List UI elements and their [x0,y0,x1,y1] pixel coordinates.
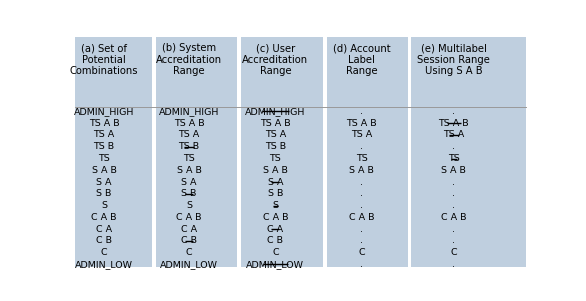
Text: TS A: TS A [351,130,372,139]
Text: ADMIN_HIGH: ADMIN_HIGH [74,107,134,116]
Text: C: C [186,248,192,257]
Text: S: S [101,201,107,210]
Text: S A B: S A B [176,166,202,175]
Text: .: . [452,201,455,210]
Text: C A B: C A B [91,213,117,222]
Text: C A B: C A B [441,213,466,222]
Text: S A B: S A B [349,166,374,175]
Text: S A: S A [181,178,197,187]
Text: ADMIN_HIGH: ADMIN_HIGH [245,107,305,116]
Text: TS: TS [98,154,110,163]
Text: TS: TS [183,154,195,163]
Text: C A: C A [96,225,112,234]
Text: C B: C B [96,236,112,245]
Text: C: C [451,248,457,257]
Text: TS A: TS A [178,130,200,139]
Text: S A B: S A B [91,166,117,175]
Text: TS: TS [356,154,367,163]
Text: (c) User
Accreditation
Range: (c) User Accreditation Range [242,43,308,76]
Text: .: . [360,201,363,210]
Text: ADMIN_LOW: ADMIN_LOW [246,260,304,269]
Text: TS B: TS B [265,142,286,151]
FancyBboxPatch shape [241,37,323,267]
Text: (b) System
Accreditation
Range: (b) System Accreditation Range [156,43,222,76]
Text: ADMIN_LOW: ADMIN_LOW [160,260,218,269]
Text: TS A: TS A [443,130,465,139]
Text: TS A B: TS A B [438,119,469,128]
Text: C A: C A [267,225,284,234]
Text: .: . [452,236,455,245]
Text: TS A B: TS A B [89,119,120,128]
FancyBboxPatch shape [327,37,407,267]
Text: S A B: S A B [263,166,288,175]
Text: TS B: TS B [179,142,200,151]
Text: .: . [360,142,363,151]
Text: .: . [360,236,363,245]
Text: TS: TS [270,154,281,163]
Text: TS A: TS A [265,130,286,139]
Text: C A: C A [181,225,197,234]
Text: S: S [186,201,192,210]
Text: .: . [360,225,363,234]
FancyBboxPatch shape [411,37,526,267]
Text: S A: S A [96,178,112,187]
Text: C: C [358,248,365,257]
FancyBboxPatch shape [156,37,237,267]
Text: TS A B: TS A B [173,119,205,128]
Text: .: . [360,260,363,269]
Text: S B: S B [268,189,283,198]
Text: C B: C B [181,236,197,245]
Text: .: . [360,189,363,198]
Text: S A B: S A B [441,166,466,175]
Text: S: S [272,201,278,210]
Text: .: . [452,178,455,187]
FancyBboxPatch shape [75,37,152,267]
Text: C: C [101,248,107,257]
Text: ADMIN_HIGH: ADMIN_HIGH [159,107,219,116]
Text: .: . [452,225,455,234]
Text: S B: S B [97,189,112,198]
Text: TS A: TS A [94,130,115,139]
Text: .: . [452,107,455,116]
Text: TS A B: TS A B [260,119,291,128]
Text: .: . [452,142,455,151]
Text: .: . [452,260,455,269]
Text: .: . [452,189,455,198]
Text: C: C [272,248,279,257]
Text: C B: C B [267,236,284,245]
Text: (e) Multilabel
Session Range
Using S A B: (e) Multilabel Session Range Using S A B [417,43,490,76]
Text: C A B: C A B [176,213,202,222]
Text: .: . [360,107,363,116]
Text: (d) Account
Label
Range: (d) Account Label Range [333,43,390,76]
Text: TS: TS [448,154,459,163]
Text: S A: S A [268,178,283,187]
Text: TS B: TS B [94,142,115,151]
Text: S B: S B [182,189,197,198]
Text: ADMIN_LOW: ADMIN_LOW [75,260,133,269]
Text: C A B: C A B [349,213,374,222]
Text: C A B: C A B [263,213,288,222]
Text: (a) Set of
Potential
Combinations: (a) Set of Potential Combinations [70,43,138,76]
Text: .: . [360,178,363,187]
Text: TS A B: TS A B [346,119,377,128]
